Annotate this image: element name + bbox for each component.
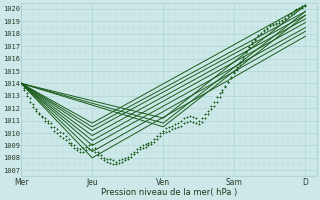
X-axis label: Pression niveau de la mer( hPa ): Pression niveau de la mer( hPa ) [101, 188, 237, 197]
